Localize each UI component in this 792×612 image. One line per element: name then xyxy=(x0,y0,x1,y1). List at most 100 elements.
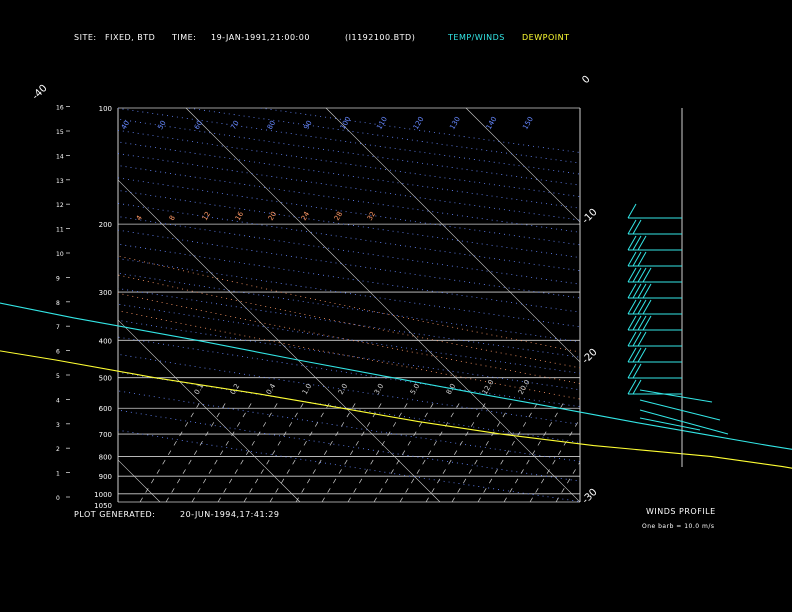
barb-note: One barb = 10.0 m/s xyxy=(642,523,715,530)
mixing-ratio-label: 20.0 xyxy=(517,378,532,396)
dry-adiabat xyxy=(118,303,580,374)
theta-e-label: 24 xyxy=(300,210,312,222)
wind-barb-feather xyxy=(627,379,637,395)
theta-e-label: 32 xyxy=(366,210,377,222)
wind-barb-feather xyxy=(642,315,652,331)
isotherm-line xyxy=(118,459,161,502)
plot-generated-label: PLOT GENERATED: xyxy=(74,510,156,519)
wind-barb-low xyxy=(639,409,729,435)
wind-barb-feather xyxy=(632,219,642,235)
mixing-ratio-label: 5.0 xyxy=(409,382,421,396)
dry-adiabat xyxy=(118,371,580,443)
isotherm-line xyxy=(185,108,580,502)
dry-adiabat xyxy=(118,153,580,221)
mixing-ratio-line xyxy=(451,401,513,502)
theta-label: 40 xyxy=(120,119,131,131)
mixing-ratio-line xyxy=(243,401,305,502)
wind-barb-feather xyxy=(632,379,642,395)
theta-e-label: 4 xyxy=(135,214,144,222)
theta-label: 130 xyxy=(448,115,462,131)
dry-adiabat xyxy=(118,258,580,328)
height-tick-label: 11 xyxy=(56,227,64,234)
wind-barb-feather xyxy=(642,267,652,283)
mixing-ratio-line xyxy=(529,417,580,502)
pressure-label: 400 xyxy=(99,337,112,345)
height-tick-label: 13 xyxy=(56,178,64,185)
isotherm-line xyxy=(325,108,580,363)
dry-adiabat xyxy=(118,390,580,462)
dry-adiabat xyxy=(118,229,580,299)
wind-barb-feather xyxy=(627,283,637,299)
plot-generated-value: 20-JUN-1994,17:41:29 xyxy=(180,510,280,519)
isotherm-line xyxy=(606,108,792,502)
pressure-label: 100 xyxy=(99,105,112,113)
dry-adiabat xyxy=(118,353,580,425)
theta-label: 90 xyxy=(302,119,313,131)
wind-barb-feather xyxy=(632,363,642,379)
isotherm-right-label: -30 xyxy=(580,487,599,506)
site-value: FIXED, BTD xyxy=(105,33,156,42)
dry-adiabat xyxy=(118,429,580,502)
height-tick-label: 14 xyxy=(56,153,64,160)
wind-barb-feather xyxy=(632,267,642,283)
mixing-ratio-label: 12.0 xyxy=(481,378,496,396)
wind-barb-feather xyxy=(632,315,642,331)
wind-barb-feather xyxy=(627,203,637,219)
wind-barb-feather xyxy=(627,267,637,283)
wind-barb-feather xyxy=(637,267,647,283)
wind-barb-feather xyxy=(627,331,637,347)
height-tick-label: 10 xyxy=(56,251,64,258)
mixing-ratio-line xyxy=(503,401,565,502)
pressure-label: 800 xyxy=(99,453,112,461)
mixing-ratio-line xyxy=(321,401,383,502)
wind-barb-feather xyxy=(642,283,652,299)
isotherm-line xyxy=(118,319,301,502)
temperature-curve xyxy=(0,302,792,450)
isotherm-right-label: 0 xyxy=(580,74,592,86)
wind-barb-feather xyxy=(637,315,647,331)
wind-barb-feather xyxy=(642,299,652,315)
mixing-ratio-label: 3.0 xyxy=(373,382,385,396)
wind-barb-feather xyxy=(632,251,642,267)
mixing-ratio-line xyxy=(165,401,227,502)
dry-adiabat xyxy=(118,409,580,482)
legend-temp: TEMP/WINDS xyxy=(448,33,505,42)
mixing-ratio-line xyxy=(399,401,461,502)
mixing-ratio-label: 0.4 xyxy=(265,382,278,396)
mixing-ratio-line xyxy=(295,401,357,502)
height-tick-label: 7 xyxy=(56,324,60,331)
theta-e-label: 28 xyxy=(333,210,344,222)
wind-barb-feather xyxy=(637,347,647,363)
mixing-ratio-line xyxy=(269,401,331,502)
dry-adiabat xyxy=(118,203,580,272)
theta-label: 120 xyxy=(412,115,426,131)
isotherm-right-label: -20 xyxy=(580,347,599,366)
pressure-label: 700 xyxy=(99,431,112,439)
height-tick-label: 9 xyxy=(56,275,60,282)
mixing-ratio-line xyxy=(425,401,487,502)
dry-adiabat xyxy=(118,272,580,343)
legend-dewpoint: DEWPOINT xyxy=(522,33,570,42)
time-label: TIME: xyxy=(172,33,197,42)
dry-adiabat xyxy=(118,336,580,408)
theta-label: 60 xyxy=(193,119,204,131)
wind-barb-feather xyxy=(632,235,642,251)
theta-label: 150 xyxy=(521,115,535,131)
height-tick-label: 12 xyxy=(56,202,64,209)
wind-barb-feather xyxy=(627,363,637,379)
mixing-ratio-line xyxy=(217,401,279,502)
dry-adiabat xyxy=(118,288,580,358)
dry-adiabat xyxy=(118,129,580,198)
mixing-ratio-line xyxy=(191,401,253,502)
isotherm-line xyxy=(118,179,441,502)
mixing-ratio-line xyxy=(347,401,409,502)
time-value: 19-JAN-1991,21:00:00 xyxy=(211,33,310,42)
wind-barb-feather xyxy=(627,315,637,331)
isotherm-line xyxy=(465,108,580,223)
height-tick-label: 16 xyxy=(56,105,64,112)
theta-e-label: 12 xyxy=(201,210,212,222)
wind-barb-feather xyxy=(627,219,637,235)
wind-barb-feather xyxy=(632,299,642,315)
wind-barb-feather xyxy=(632,283,642,299)
dry-adiabat xyxy=(118,189,580,258)
